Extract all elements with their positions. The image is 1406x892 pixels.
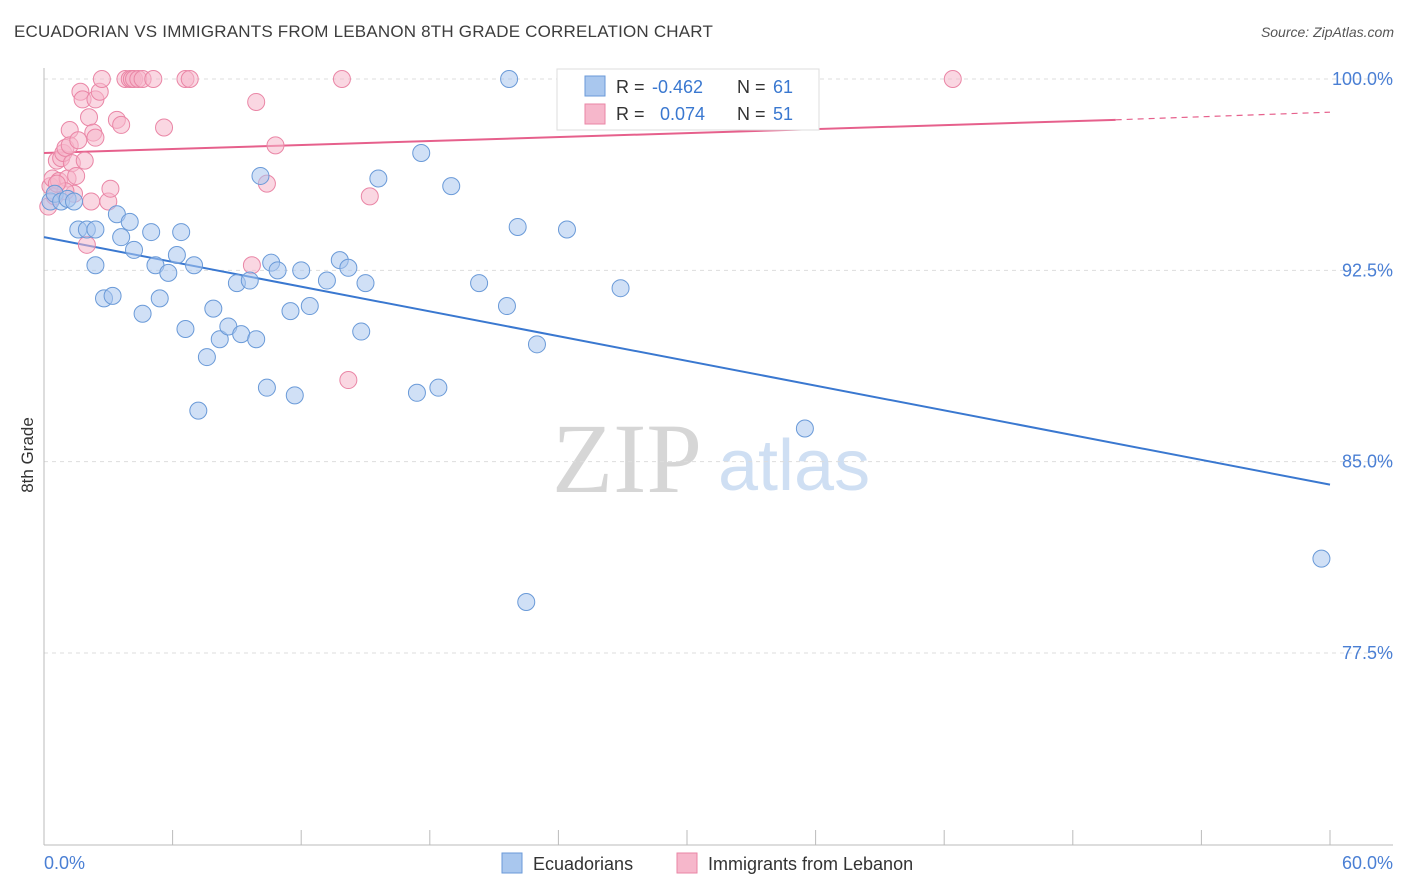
data-point-ecuadorian [232,325,251,344]
data-point-ecuadorian [356,274,375,293]
x-tick-label-min: 0.0% [44,853,85,873]
data-point-lebanon [67,166,86,185]
data-point-lebanon [101,179,120,198]
data-point-ecuadorian [142,223,161,242]
data-point-lebanon [332,70,351,88]
data-point-ecuadorian [795,419,814,438]
data-point-ecuadorian [240,271,259,290]
data-point-ecuadorian [204,299,223,318]
data-point-ecuadorian [210,330,229,349]
data-point-ecuadorian [185,256,204,275]
legend-r-label-blue: R = [616,77,645,97]
data-point-ecuadorian [292,261,311,280]
legend-n-value-pink: 51 [773,104,793,124]
data-point-ecuadorian [120,212,139,231]
data-point-ecuadorian [133,304,152,323]
data-point-lebanon [92,70,111,88]
y-tick-label: 85.0% [1342,452,1393,472]
data-point-ecuadorian [508,217,527,236]
legend-swatch-blue [584,75,606,97]
legend: R = -0.462 N = 61 R = 0.074 N = 51 [556,68,820,131]
legend-n-value-blue: 61 [773,77,793,97]
y-axis-label: 8th Grade [18,417,37,493]
legend-n-label-blue: N = [737,77,766,97]
data-point-lebanon [144,70,163,88]
data-point-ecuadorian [112,228,131,247]
data-point-ecuadorian [285,386,304,405]
data-point-lebanon [247,92,266,111]
data-point-ecuadorian [611,279,630,298]
data-point-lebanon [80,108,99,127]
data-point-lebanon [242,256,261,275]
bottom-legend-label-ecuadorians: Ecuadorians [533,854,633,874]
data-point-lebanon [82,192,101,211]
data-point-lebanon [360,187,379,206]
legend-r-label-pink: R = [616,104,645,124]
data-point-lebanon [69,131,88,150]
data-point-ecuadorian [159,263,178,282]
data-point-ecuadorian [470,274,489,293]
data-point-ecuadorian [176,320,195,339]
data-point-ecuadorian [1312,549,1331,568]
bottom-legend-swatch-ecuadorians [501,852,523,874]
data-point-ecuadorian [412,143,431,162]
data-point-lebanon [155,118,174,137]
trend-line-lebanon-extension [1115,111,1331,121]
bottom-legend-label-lebanon: Immigrants from Lebanon [708,854,913,874]
data-point-ecuadorian [557,220,576,239]
data-point-ecuadorian [197,348,216,367]
y-tick-label: 77.5% [1342,643,1393,663]
data-point-ecuadorian [103,286,122,305]
data-point-ecuadorian [189,401,208,420]
bottom-legend-swatch-lebanon [676,852,698,874]
data-point-lebanon [943,70,962,88]
trend-line-lebanon [43,118,1116,154]
data-point-lebanon [86,128,105,147]
data-point-ecuadorian [300,297,319,316]
data-point-ecuadorian [442,177,461,196]
data-point-lebanon [75,151,94,170]
data-point-ecuadorian [281,302,300,321]
data-point-ecuadorian [251,166,270,185]
legend-r-value-blue: -0.462 [652,77,703,97]
data-point-lebanon [77,235,96,254]
data-point-lebanon [112,115,131,134]
data-point-ecuadorian [268,261,287,280]
data-point-ecuadorian [352,322,371,341]
data-point-ecuadorian [527,335,546,354]
data-point-ecuadorian [429,378,448,397]
legend-r-value-pink: 0.074 [660,104,705,124]
data-point-lebanon [180,70,199,88]
data-point-ecuadorian [257,378,276,397]
data-point-ecuadorian [317,271,336,290]
data-point-ecuadorian [86,256,105,275]
watermark-zip: ZIP [552,403,702,514]
data-point-ecuadorian [369,169,388,188]
data-point-lebanon [266,136,285,155]
source-label: Source: ZipAtlas.com [1260,24,1394,40]
data-point-ecuadorian [339,258,358,277]
legend-n-label-pink: N = [737,104,766,124]
data-point-ecuadorian [172,223,191,242]
data-point-ecuadorian [65,192,84,211]
data-point-ecuadorian [247,330,266,349]
chart-title: ECUADORIAN VS IMMIGRANTS FROM LEBANON 8T… [14,22,714,41]
data-point-ecuadorian [86,220,105,239]
data-point-ecuadorian [500,70,519,88]
bottom-legend: Ecuadorians Immigrants from Lebanon [501,852,913,874]
y-tick-label: 92.5% [1342,260,1393,280]
data-point-ecuadorian [497,297,516,316]
data-point-ecuadorian [407,383,426,402]
watermark-atlas: atlas [718,426,870,506]
legend-swatch-pink [584,103,606,125]
data-point-ecuadorian [150,289,169,308]
x-tick-label-max: 60.0% [1342,853,1393,873]
data-point-lebanon [339,371,358,390]
y-tick-label: 100.0% [1332,69,1393,89]
data-point-ecuadorian [125,240,144,259]
data-point-ecuadorian [517,592,536,611]
data-point-ecuadorian [167,246,186,265]
